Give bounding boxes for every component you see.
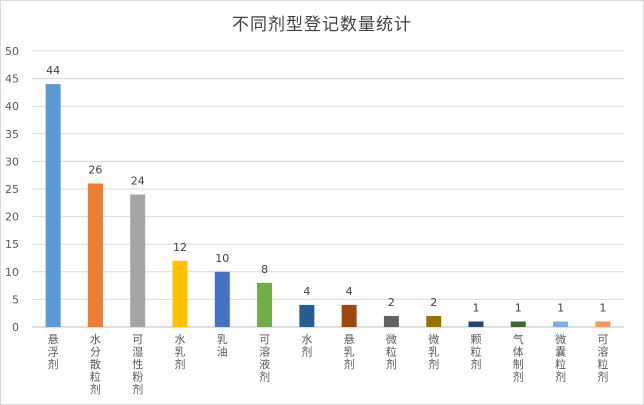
x-tick-label: 悬乳剂 — [344, 333, 355, 371]
data-label: 1 — [515, 301, 522, 314]
chart-title: 不同剂型登记数量统计 — [232, 15, 412, 35]
data-label: 10 — [215, 252, 229, 265]
x-tick-label: 微囊粒剂 — [555, 332, 566, 384]
x-tick-label: 乳油 — [217, 333, 228, 359]
bar — [257, 282, 273, 327]
bar — [341, 304, 357, 327]
bar — [383, 315, 399, 327]
bar — [426, 315, 442, 327]
bar — [130, 194, 146, 327]
x-tick-label: 可湿性粉剂 — [132, 333, 143, 396]
data-label: 26 — [88, 163, 102, 176]
x-tick-label: 可溶粒剂 — [597, 333, 608, 384]
data-label: 2 — [430, 296, 437, 309]
x-tick-label: 微乳剂 — [428, 332, 439, 371]
y-tick-label: 10 — [5, 266, 19, 279]
y-tick-label: 30 — [5, 155, 19, 168]
y-tick-label: 20 — [5, 211, 19, 224]
y-tick-label: 50 — [5, 45, 19, 58]
y-tick-label: 15 — [5, 238, 19, 251]
y-tick-label: 45 — [5, 73, 19, 86]
y-tick-label: 40 — [5, 100, 19, 113]
data-label: 1 — [599, 301, 606, 314]
data-label: 12 — [173, 241, 187, 254]
data-label: 24 — [131, 175, 145, 188]
bar — [87, 183, 103, 327]
data-label: 4 — [303, 285, 310, 298]
x-tick-label: 颗粒剂 — [471, 333, 482, 371]
bar — [595, 321, 611, 327]
bar — [468, 321, 484, 327]
bar — [553, 321, 569, 327]
bar — [299, 304, 315, 327]
y-tick-label: 5 — [12, 293, 19, 306]
x-tick-label: 悬浮剂 — [48, 333, 59, 371]
data-label: 8 — [261, 263, 268, 276]
x-tick-label: 水分散粒剂 — [90, 333, 101, 396]
data-label: 1 — [473, 301, 480, 314]
bar — [510, 321, 526, 327]
x-tick-label: 水乳剂 — [175, 333, 186, 371]
bar — [45, 84, 61, 328]
bar — [214, 271, 230, 327]
y-tick-label: 25 — [5, 183, 19, 196]
bar — [172, 260, 188, 327]
y-tick-label: 0 — [12, 321, 19, 334]
data-label: 4 — [346, 285, 353, 298]
x-tick-label: 气体制剂 — [513, 332, 524, 384]
x-tick-label: 水剂 — [301, 333, 312, 359]
data-label: 2 — [388, 296, 395, 309]
y-tick-label: 35 — [5, 128, 19, 141]
data-label: 44 — [46, 64, 60, 77]
x-tick-label: 可溶液剂 — [259, 333, 270, 384]
x-tick-label: 微粒剂 — [386, 332, 397, 371]
data-label: 1 — [557, 301, 564, 314]
